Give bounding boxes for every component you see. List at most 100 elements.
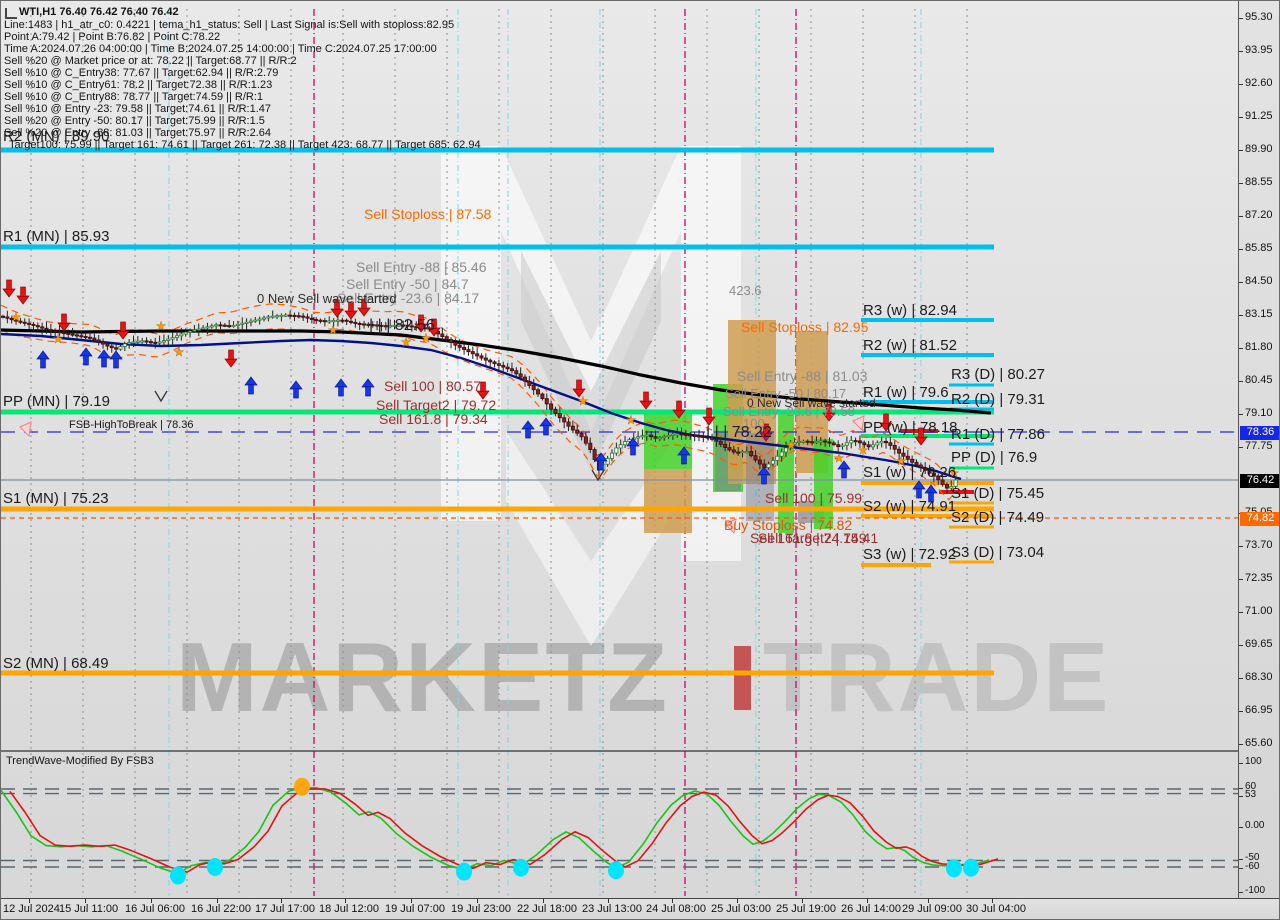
scale-tick-mark	[1239, 788, 1243, 789]
scale-tick-mark	[1239, 612, 1243, 613]
candle-body	[161, 340, 166, 343]
candle-body	[740, 451, 745, 454]
candle-body	[553, 408, 558, 414]
candle-body	[936, 475, 941, 481]
time-tick-mark	[151, 899, 152, 903]
scale-tick-mark	[1239, 859, 1243, 860]
candle-body	[296, 315, 301, 318]
time-label: 25 Jul 19:00	[776, 903, 836, 915]
candle-body	[940, 479, 945, 485]
trade-label: Buy Stoploss | 74.82	[724, 517, 853, 533]
chart-icon	[5, 8, 17, 19]
sell-arrow-icon	[334, 299, 340, 310]
time-label: 16 Jul 22:00	[191, 903, 251, 915]
time-label: 16 Jul 06:00	[125, 903, 185, 915]
sell-arrow-icon	[348, 301, 354, 312]
candle-body	[140, 340, 145, 343]
sell-arrow-icon	[20, 286, 26, 297]
osc-buy-dot	[456, 862, 472, 881]
candle-body	[653, 436, 658, 439]
time-axis[interactable]: 12 Jul 2024 15 Jul 11:00 16 Jul 06:00 16 Ju…	[1, 898, 1279, 919]
trade-label: Sell Entry -50 | 80.17	[725, 386, 847, 401]
candle-body	[657, 437, 662, 440]
candlesticks	[1, 310, 958, 495]
star-icon: ★	[786, 438, 797, 452]
candle-body	[1, 315, 5, 318]
candle-body	[248, 320, 253, 323]
check-mark	[591, 469, 605, 482]
candle-body	[557, 413, 562, 419]
candle-body	[292, 314, 297, 317]
candle-body	[257, 318, 262, 321]
candle-body	[831, 442, 836, 446]
candle-body	[35, 325, 40, 328]
chart-plot-area[interactable]: ★ ★ ★ ★ ★ ★ ★ ★ ★ ★ ★ ★ ★ ★	[1, 1, 1238, 898]
sell-arrow-icon	[480, 381, 486, 392]
candle-body	[344, 319, 349, 322]
candle-body	[188, 330, 193, 333]
candle-body	[836, 444, 841, 448]
pivot-label-weekly: S2 (w) | 74.91	[863, 498, 957, 515]
buy-arrow-icon	[36, 350, 50, 360]
scale-tick-label: 72.35	[1245, 572, 1273, 584]
candle-body	[814, 441, 819, 444]
candle-body	[914, 461, 919, 466]
candle-body	[505, 366, 510, 370]
candle-body	[644, 434, 649, 437]
trade-label: Sell 161.8 | 74.159	[750, 530, 867, 546]
candle-body	[357, 322, 362, 325]
candle-body	[844, 442, 849, 446]
star-icon: ★	[834, 451, 845, 465]
candle-body	[953, 479, 958, 487]
buy-arrow-icon	[361, 378, 375, 388]
candle-body	[892, 445, 897, 450]
price-badge: 76.42	[1240, 474, 1279, 488]
scale-tick-mark	[1239, 892, 1243, 893]
candle-body	[275, 315, 280, 318]
sell-arrow-icon	[918, 427, 924, 438]
envelope-line	[1, 303, 956, 477]
candle-body	[322, 320, 327, 323]
sell-arrow-icon	[120, 321, 126, 332]
time-label: 17 Jul 17:00	[255, 903, 315, 915]
candle-body	[509, 368, 514, 372]
candle-body	[670, 433, 675, 436]
buy-arrow-icon	[521, 420, 535, 430]
sell-arrow-icon	[116, 330, 130, 340]
scale-tick-mark	[1239, 84, 1243, 85]
sell-arrow-icon	[676, 400, 682, 411]
price-scale[interactable]: 95.30 93.95 92.60 91.25 89.90 88.55 87.20 85.85…	[1238, 1, 1279, 898]
candle-body	[544, 398, 549, 405]
candle-body	[683, 433, 688, 436]
star-icon: ★	[328, 323, 339, 337]
candle-body	[114, 347, 119, 350]
scale-tick-label: 79.10	[1245, 407, 1273, 419]
candle-body	[479, 355, 484, 359]
candle-body	[749, 451, 754, 457]
trade-label: | | | 78.22	[706, 424, 772, 441]
pink-flag-icon	[852, 415, 865, 432]
candle-body	[757, 459, 762, 465]
candle-body	[144, 340, 149, 343]
time-label: 19 Jul 07:00	[385, 903, 445, 915]
scale-tick-label: 69.65	[1245, 638, 1273, 650]
time-tick-mark	[85, 899, 86, 903]
scale-tick-mark	[1239, 51, 1243, 52]
star-icon: ★	[174, 345, 185, 359]
candle-body	[714, 439, 719, 442]
candle-body	[766, 463, 771, 468]
candle-body	[531, 385, 536, 391]
candle-body	[910, 458, 915, 463]
scale-tick-mark	[1239, 744, 1243, 745]
candle-body	[901, 452, 906, 457]
osc-buy-dot	[963, 858, 979, 877]
buy-arrow-icon	[543, 425, 549, 436]
pivot-label-weekly: S1 (w) | 76.26	[863, 464, 957, 481]
candle-body	[57, 331, 62, 334]
sell-arrow-icon	[357, 307, 371, 317]
sell-arrow-icon	[61, 313, 67, 324]
star-icon: ★	[156, 319, 167, 333]
candle-body	[884, 440, 889, 444]
osc-scale-label: -50	[1245, 852, 1260, 863]
candle-body	[183, 331, 188, 335]
